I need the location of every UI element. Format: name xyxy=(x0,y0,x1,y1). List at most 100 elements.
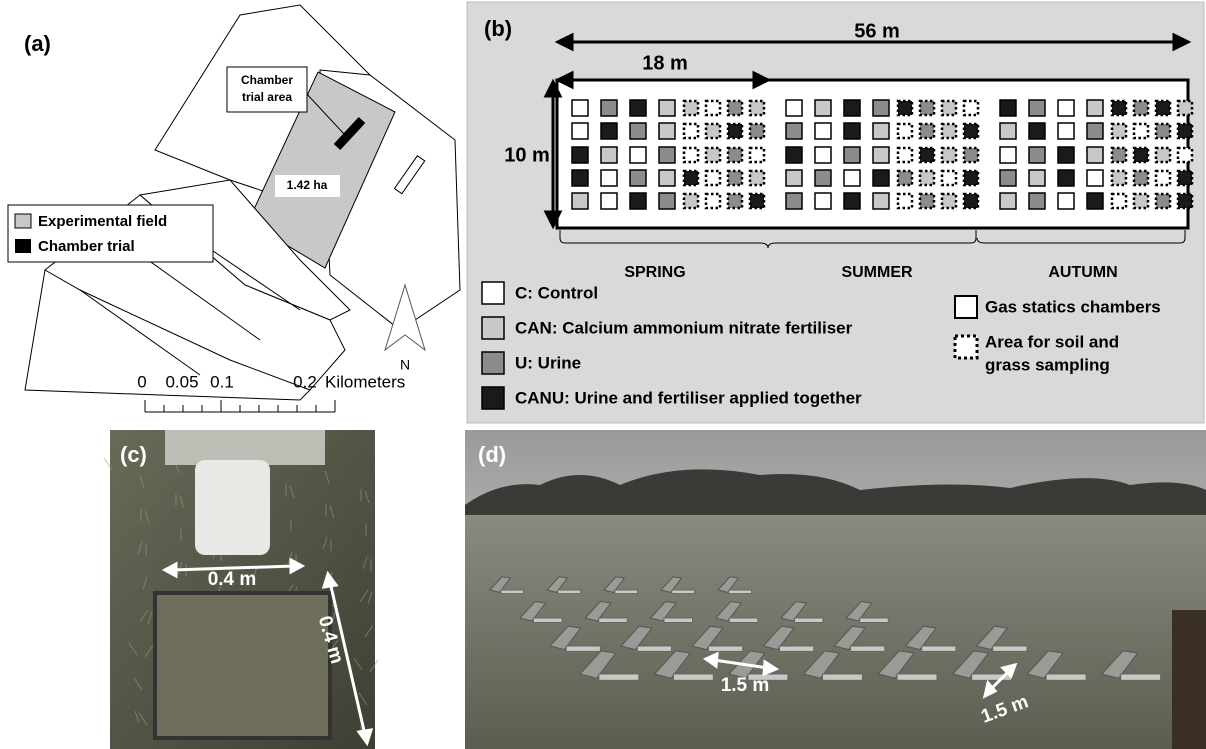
season-label: AUTUMN xyxy=(1048,264,1117,281)
gas-chamber-plot xyxy=(1087,147,1103,163)
gas-chamber-plot xyxy=(1087,193,1103,209)
chamber-base xyxy=(729,590,752,594)
gas-chamber-plot xyxy=(630,170,646,186)
panel-c: 0.4 m 0.4 m (c) xyxy=(104,430,378,749)
gas-chamber-plot xyxy=(572,147,588,163)
chamber-base xyxy=(566,646,600,651)
north-label: N xyxy=(400,357,410,373)
panel-a: Chamber trial area 1.42 ha Experimental … xyxy=(8,5,460,412)
sampling-plot xyxy=(684,171,698,185)
gas-chamber-plot xyxy=(1087,170,1103,186)
gas-chamber-plot xyxy=(873,147,889,163)
gas-chamber-plot xyxy=(1087,123,1103,139)
sampling-plot xyxy=(706,124,720,138)
legend-text: Chamber trial xyxy=(38,238,135,255)
chamber-base xyxy=(922,646,956,651)
gas-chamber-plot xyxy=(1058,170,1074,186)
legend-swatch xyxy=(955,336,977,358)
sampling-plot xyxy=(942,101,956,115)
gas-chamber-plot xyxy=(659,193,675,209)
sampling-plot xyxy=(942,194,956,208)
fence-post xyxy=(1172,610,1206,749)
legend-swatch xyxy=(482,282,504,304)
gas-chamber-plot xyxy=(572,100,588,116)
chamber-base xyxy=(860,618,889,623)
gas-chamber-plot xyxy=(572,193,588,209)
chamber-base xyxy=(599,674,639,680)
sampling-plot xyxy=(1112,124,1126,138)
gas-chamber-plot xyxy=(786,147,802,163)
dimension-label: 18 m xyxy=(642,52,688,74)
gas-chamber-plot xyxy=(572,170,588,186)
chamber-base xyxy=(823,674,863,680)
sampling-plot xyxy=(1134,194,1148,208)
sampling-plot xyxy=(920,194,934,208)
gas-chamber-plot xyxy=(630,147,646,163)
sampling-plot xyxy=(1178,148,1192,162)
gas-chamber-plot xyxy=(786,170,802,186)
sampling-plot xyxy=(1112,194,1126,208)
gas-chamber-plot xyxy=(1000,100,1016,116)
sampling-plot xyxy=(1178,101,1192,115)
sampling-plot xyxy=(1156,194,1170,208)
gas-chamber-plot xyxy=(1058,147,1074,163)
sampling-plot xyxy=(1112,101,1126,115)
sampling-plot xyxy=(684,194,698,208)
gas-chamber-plot xyxy=(1087,100,1103,116)
legend-text: Gas statics chambers xyxy=(985,297,1161,316)
sampling-plot xyxy=(920,124,934,138)
gas-chamber-plot xyxy=(630,100,646,116)
sampling-plot xyxy=(1134,148,1148,162)
figure: Chamber trial area 1.42 ha Experimental … xyxy=(0,0,1206,749)
gas-chamber-plot xyxy=(1029,123,1045,139)
legend-swatch xyxy=(955,296,977,318)
dimension-label: 0.4 m xyxy=(208,569,257,590)
legend-text: Area for soil and xyxy=(985,332,1119,351)
gas-chamber-plot xyxy=(601,123,617,139)
sampling-plot xyxy=(898,101,912,115)
gas-chamber-plot xyxy=(1000,147,1016,163)
sampling-plot xyxy=(684,124,698,138)
gas-chamber-plot xyxy=(601,100,617,116)
scale-label: 0.2 xyxy=(293,372,317,391)
chamber-base xyxy=(851,646,885,651)
gas-chamber-plot xyxy=(815,123,831,139)
sampling-plot xyxy=(1134,124,1148,138)
panel-label: (a) xyxy=(24,31,51,56)
sampling-plot xyxy=(728,171,742,185)
gas-chamber-plot xyxy=(815,147,831,163)
gas-chamber-plot xyxy=(815,193,831,209)
sampling-plot xyxy=(728,148,742,162)
gas-chamber-plot xyxy=(786,100,802,116)
sampling-plot xyxy=(942,171,956,185)
panel-d: 1.5 m 1.5 m (d) xyxy=(465,430,1206,749)
chamber-base xyxy=(673,674,713,680)
plot-grid xyxy=(572,100,1192,209)
gas-chamber-plot xyxy=(844,193,860,209)
sampling-plot xyxy=(898,194,912,208)
sampling-plot xyxy=(750,148,764,162)
sampling-plot xyxy=(898,124,912,138)
gas-chamber-plot xyxy=(1058,123,1074,139)
sampling-plot xyxy=(684,148,698,162)
scale-label: 0.1 xyxy=(210,372,234,391)
sampling-plot xyxy=(706,171,720,185)
sampling-plot xyxy=(964,171,978,185)
gas-chamber-plot xyxy=(844,170,860,186)
sampling-plot xyxy=(920,148,934,162)
gas-chamber-plot xyxy=(601,170,617,186)
chamber-base xyxy=(993,646,1027,651)
gas-chamber-plot xyxy=(1000,123,1016,139)
legend-swatch xyxy=(482,387,504,409)
legend-text: U: Urine xyxy=(515,353,581,372)
gas-chamber-plot xyxy=(844,123,860,139)
gas-chamber-plot xyxy=(630,193,646,209)
gas-chamber-plot xyxy=(1029,170,1045,186)
chamber-frame xyxy=(155,593,330,738)
sampling-plot xyxy=(898,171,912,185)
sampling-plot xyxy=(942,124,956,138)
scale-unit: Kilometers xyxy=(325,372,405,391)
dimension-label: 1.5 m xyxy=(721,675,770,696)
legend-text: CANU: Urine and fertiliser applied toget… xyxy=(515,388,862,407)
gas-chamber-plot xyxy=(873,170,889,186)
